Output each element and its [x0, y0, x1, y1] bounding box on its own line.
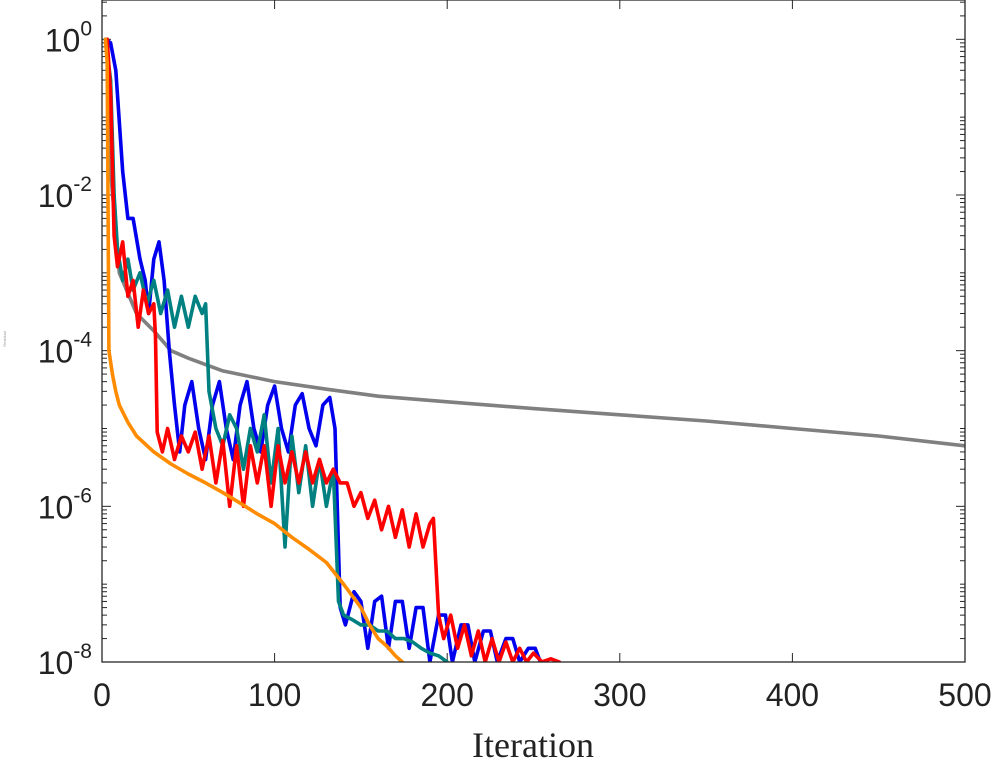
- y-tick-base: 10: [38, 645, 74, 681]
- x-tick-labels: 0 100 200 300 400 500: [93, 677, 992, 713]
- series-line-3: [103, 37, 449, 662]
- series-line-5: [103, 37, 405, 662]
- y-axis-title: Residual: [2, 331, 7, 347]
- x-tick-label: 300: [593, 677, 646, 713]
- y-tick-label: 10-2: [38, 173, 92, 214]
- series-line-1: [105, 37, 965, 448]
- x-tick-label: 400: [766, 677, 819, 713]
- y-tick-exponent: -4: [73, 329, 92, 352]
- y-tick-label: 10-4: [38, 329, 93, 370]
- x-tick-label: 0: [93, 677, 111, 713]
- x-tick-label: 500: [938, 677, 991, 713]
- y-tick-base: 10: [38, 334, 74, 370]
- y-tick-exponent: -2: [73, 173, 92, 196]
- series-line-4: [105, 37, 562, 662]
- y-tick-exponent: -8: [73, 640, 92, 663]
- x-tick-label: 200: [421, 677, 474, 713]
- series-layer: [103, 37, 965, 662]
- y-tick-label: 10-6: [38, 484, 92, 525]
- x-tick-label: 100: [248, 677, 301, 713]
- y-tick-exponent: 0: [80, 17, 92, 40]
- y-tick-base: 10: [38, 489, 74, 525]
- plot-frame: [101, 0, 966, 663]
- y-tick-base: 10: [45, 22, 81, 58]
- y-tick-label: 100: [45, 17, 92, 58]
- plot-area: [102, 0, 965, 662]
- x-axis-title: Iteration: [472, 725, 594, 763]
- series-line-2: [103, 37, 543, 662]
- minor-ticks: [102, 1, 965, 640]
- y-tick-label: 10-8: [38, 640, 92, 681]
- y-tick-base: 10: [38, 178, 74, 214]
- y-tick-exponent: -6: [73, 484, 92, 507]
